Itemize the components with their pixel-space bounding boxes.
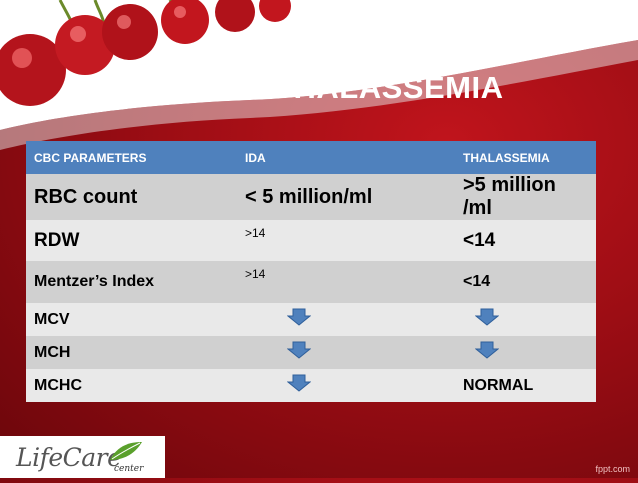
down-arrow-icon: [474, 308, 500, 331]
header-ida: IDA: [237, 141, 455, 174]
thal-cell: <14: [455, 261, 596, 303]
footer-brand: fppt.com: [595, 464, 630, 474]
logo-subtitle: center: [114, 464, 144, 474]
slide-title: IDA / THALASSEMIA: [193, 70, 504, 105]
down-arrow-icon: [286, 341, 312, 364]
cbc-table: CBC PARAMETERS IDA THALASSEMIA RBC count…: [26, 141, 596, 402]
thal-cell: [455, 303, 596, 336]
ida-cell: >14: [237, 261, 455, 303]
thal-cell: NORMAL: [455, 369, 596, 402]
ida-cell: < 5 million/ml: [237, 174, 455, 220]
down-arrow-icon: [286, 374, 312, 397]
table-row: Mentzer’s Index >14 <14: [26, 261, 596, 303]
param-cell: MCHC: [26, 369, 237, 402]
cherries-image: [0, 0, 320, 115]
table-row: MCH: [26, 336, 596, 369]
table-row: RDW >14 <14: [26, 220, 596, 261]
logo-name: LifeCare: [16, 443, 122, 472]
down-arrow-icon: [474, 341, 500, 364]
param-cell: RBC count: [26, 174, 237, 220]
table-row: MCV: [26, 303, 596, 336]
table-row: MCHC NORMAL: [26, 369, 596, 402]
header-thalassemia: THALASSEMIA: [455, 141, 596, 174]
down-arrow-icon: [286, 308, 312, 331]
table-row: RBC count < 5 million/ml >5 million /ml: [26, 174, 596, 220]
ida-cell: >14: [237, 220, 455, 261]
ida-cell: [237, 336, 455, 369]
param-cell: RDW: [26, 220, 237, 261]
ida-cell: [237, 369, 455, 402]
leaf-icon: [108, 440, 144, 469]
thal-cell: >5 million /ml: [455, 174, 596, 220]
thal-cell: [455, 336, 596, 369]
header-cbc-parameters: CBC PARAMETERS: [26, 141, 237, 174]
table-header-row: CBC PARAMETERS IDA THALASSEMIA: [26, 141, 596, 174]
ida-cell: [237, 303, 455, 336]
param-cell: MCH: [26, 336, 237, 369]
param-cell: Mentzer’s Index: [26, 261, 237, 303]
thal-cell: <14: [455, 220, 596, 261]
param-cell: MCV: [26, 303, 237, 336]
